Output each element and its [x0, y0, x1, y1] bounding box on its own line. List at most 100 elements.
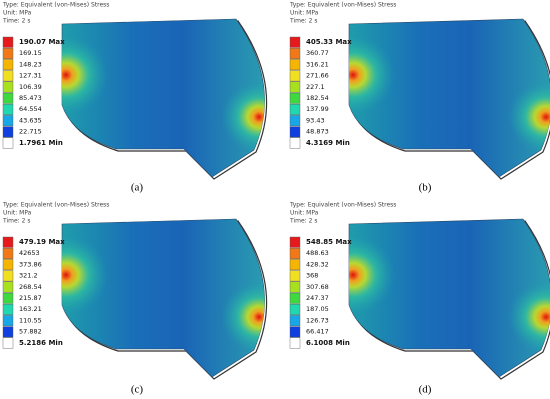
legend-swatch: [2, 326, 14, 338]
legend-swatch: [2, 48, 14, 59]
time-label: Time: 2 s: [289, 218, 317, 225]
legend-swatch: [2, 81, 14, 93]
legend-swatch: [289, 270, 301, 282]
hotspot: [508, 81, 550, 153]
legend-label: 321.2: [19, 272, 38, 280]
legend-label: 137.99: [306, 105, 329, 113]
panel: Type: Equivalent (von-Mises) StressUnit:…: [2, 2, 268, 194]
legend-label: 405.33 Max: [306, 38, 352, 46]
legend-label: 169.15: [19, 49, 42, 57]
time-label: Time: 2 s: [289, 18, 317, 25]
legend-label: 488.63: [306, 249, 329, 257]
hotspot: [508, 281, 550, 353]
legend-label: 110.55: [19, 316, 42, 324]
legend-swatch: [289, 303, 301, 315]
legend-swatch: [289, 126, 301, 138]
legend-label: 548.85 Max: [306, 238, 352, 246]
legend-label: 428.32: [306, 260, 329, 268]
unit-label: Unit: MPa: [290, 10, 319, 17]
legend-swatch: [289, 259, 301, 271]
hotspot: [221, 281, 265, 353]
legend-swatch: [2, 59, 14, 71]
legend-label: 6.1008 Min: [306, 339, 350, 347]
legend-label: 163.21: [19, 305, 42, 313]
legend-label: 479.19 Max: [19, 238, 65, 246]
panel: Type: Equivalent (von-Mises) StressUnit:…: [289, 2, 550, 194]
legend-label: 5.2186 Min: [19, 339, 63, 347]
panel: Type: Equivalent (von-Mises) StressUnit:…: [2, 202, 268, 396]
legend-label: 373.86: [19, 260, 42, 268]
legend-label: 93.43: [306, 116, 325, 124]
legend-swatch: [289, 137, 301, 149]
hotspot: [62, 235, 108, 315]
legend-label: 106.39: [19, 83, 42, 91]
legend-label: 316.21: [306, 60, 329, 68]
unit-label: Unit: MPa: [3, 10, 32, 17]
legend-label: 368: [306, 272, 318, 280]
legend-swatch: [2, 248, 14, 259]
legend-swatch: [2, 70, 14, 82]
legend-label: 66.417: [306, 328, 329, 336]
caption: (b): [419, 182, 432, 194]
time-label: Time: 2 s: [2, 218, 30, 225]
legend-swatch: [2, 126, 14, 138]
type-label: Type: Equivalent (von-Mises) Stress: [289, 2, 396, 9]
legend-swatch: [289, 81, 301, 93]
legend-swatch: [2, 115, 14, 127]
legend-swatch: [289, 70, 301, 82]
legend-label: 271.66: [306, 72, 329, 80]
type-label: Type: Equivalent (von-Mises) Stress: [289, 202, 396, 209]
legend-swatch: [2, 281, 14, 293]
unit-label: Unit: MPa: [290, 210, 319, 217]
legend-swatch: [289, 92, 301, 104]
legend-swatch: [289, 236, 301, 248]
legend-label: 64.554: [19, 105, 42, 113]
legend-swatch: [289, 115, 301, 127]
type-label: Type: Equivalent (von-Mises) Stress: [2, 2, 109, 9]
legend-swatch: [2, 259, 14, 271]
legend-label: 190.07 Max: [19, 38, 65, 46]
legend-label: 215.87: [19, 294, 42, 302]
legend-label: 4.3169 Min: [306, 139, 350, 147]
legend-label: 187.05: [306, 305, 329, 313]
legend-label: 57.882: [19, 328, 42, 336]
legend-swatch: [289, 36, 301, 48]
caption: (a): [131, 182, 144, 194]
legend-swatch: [2, 36, 14, 48]
legend-swatch: [2, 103, 14, 115]
legend-swatch: [2, 303, 14, 315]
legend-label: 247.37: [306, 294, 329, 302]
type-label: Type: Equivalent (von-Mises) Stress: [2, 202, 109, 209]
legend-swatch: [2, 236, 14, 248]
panel: Type: Equivalent (von-Mises) StressUnit:…: [289, 202, 550, 396]
legend-swatch: [2, 337, 14, 349]
legend-swatch: [289, 326, 301, 338]
legend-label: 182.54: [306, 94, 329, 102]
hotspot: [349, 235, 395, 315]
legend-label: 43.635: [19, 116, 42, 124]
legend-label: 22.715: [19, 128, 42, 136]
legend-swatch: [289, 292, 301, 304]
hotspot: [349, 35, 395, 115]
hotspot: [221, 81, 265, 153]
legend-label: 42653: [19, 249, 40, 257]
legend-swatch: [289, 281, 301, 293]
legend-label: 1.7961 Min: [19, 139, 63, 147]
legend-label: 307.68: [306, 283, 329, 291]
legend-label: 126.73: [306, 316, 329, 324]
legend-swatch: [289, 59, 301, 71]
time-label: Time: 2 s: [2, 18, 30, 25]
legend-swatch: [2, 292, 14, 304]
legend-swatch: [289, 48, 301, 59]
legend-label: 85.473: [19, 94, 42, 102]
legend-label: 127.31: [19, 72, 42, 80]
legend-swatch: [2, 315, 14, 327]
unit-label: Unit: MPa: [3, 210, 32, 217]
caption: (d): [419, 384, 432, 396]
legend-swatch: [289, 103, 301, 115]
legend-swatch: [2, 92, 14, 104]
legend-swatch: [2, 270, 14, 282]
legend-swatch: [289, 337, 301, 349]
legend-swatch: [2, 137, 14, 149]
